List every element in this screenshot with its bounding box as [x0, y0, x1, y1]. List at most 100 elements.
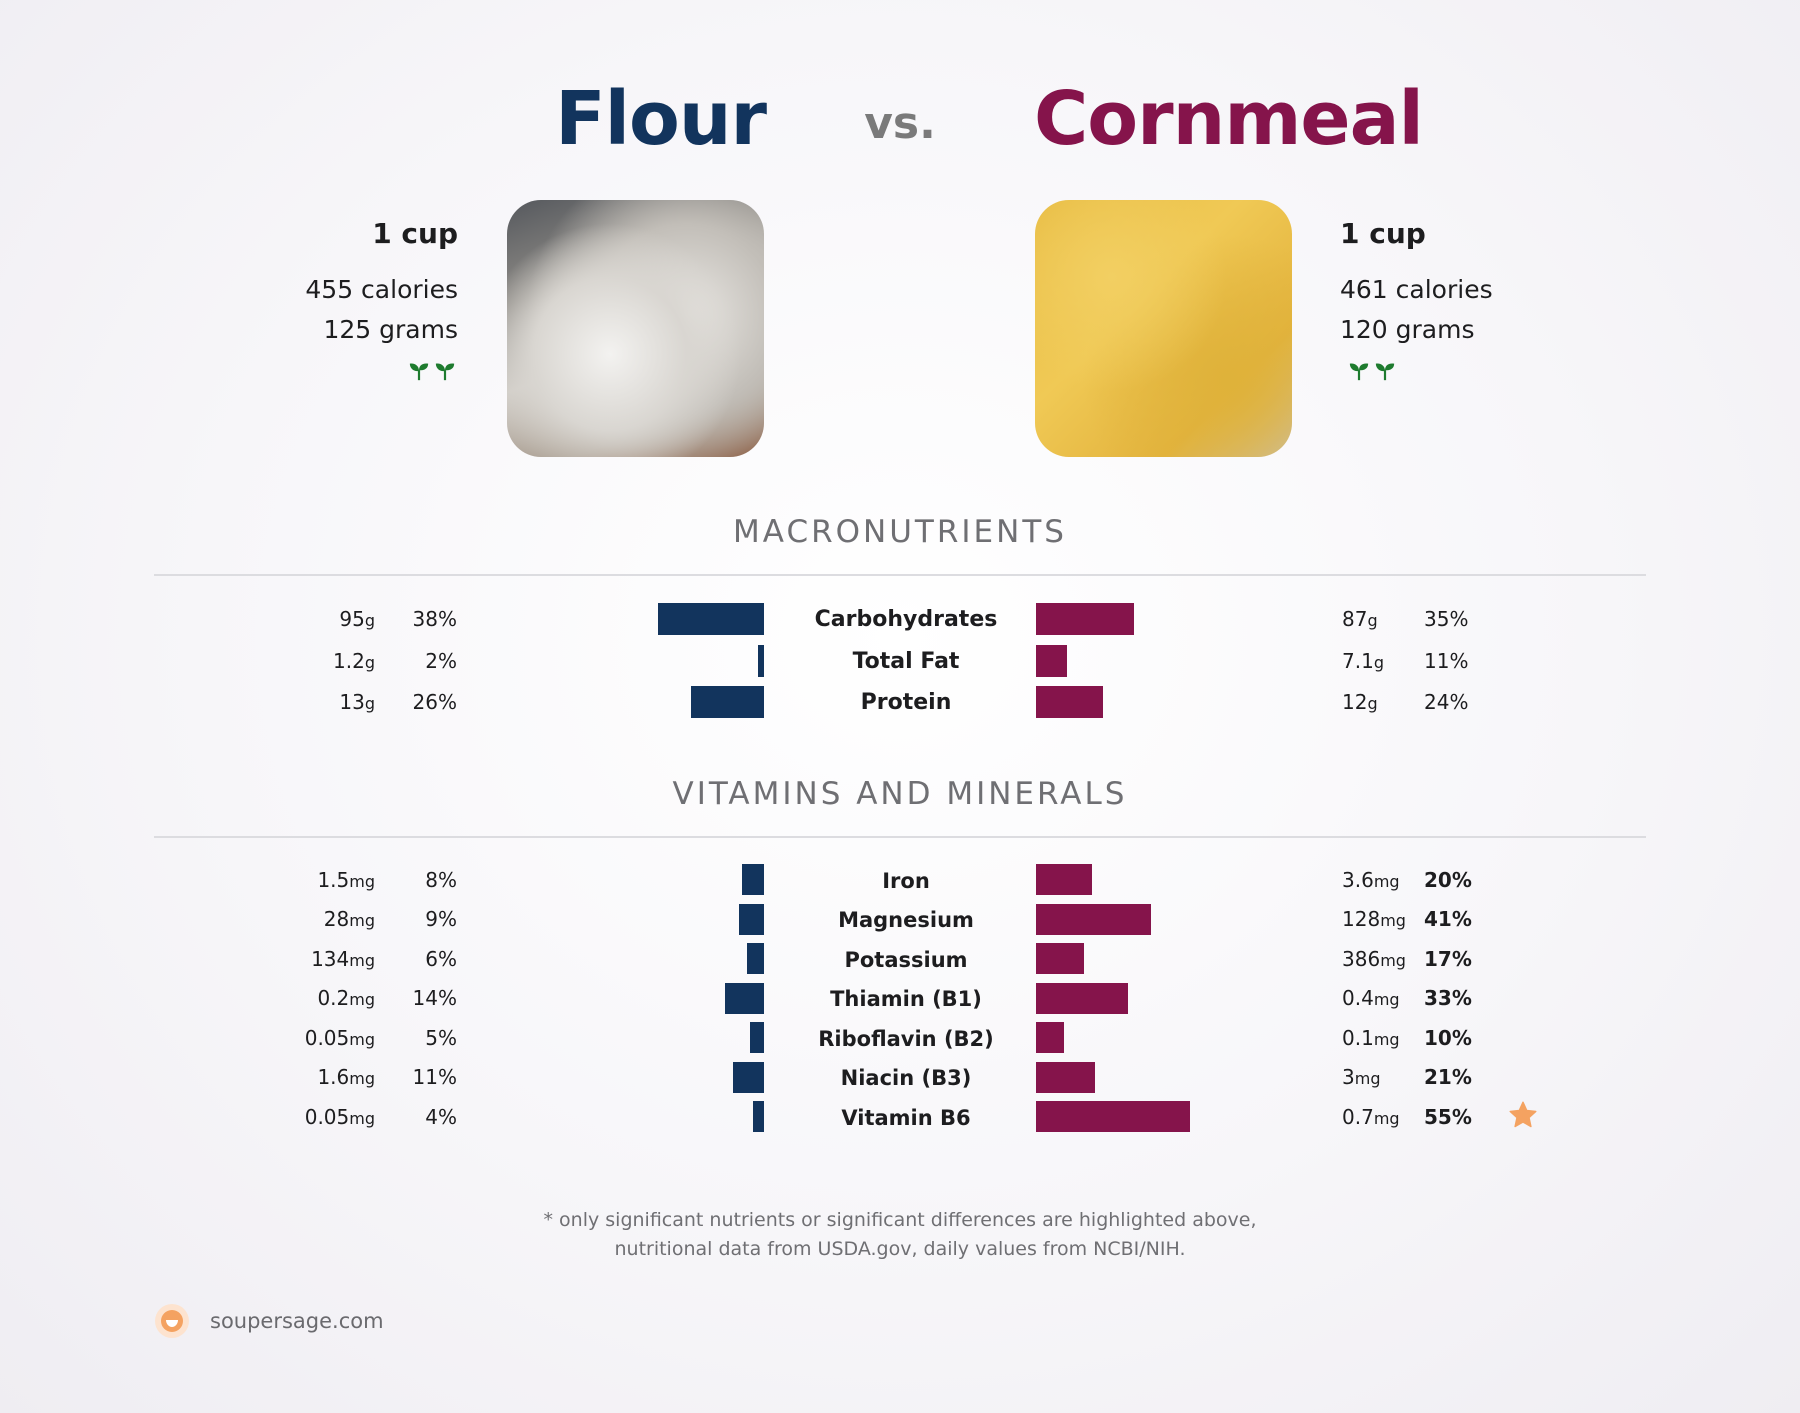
- cornmeal-amount-potassium-unit: mg: [1380, 950, 1406, 970]
- bar-cornmeal-vitamin-b6: [1036, 1101, 1190, 1132]
- nutrient-label-carbohydrates: Carbohydrates: [814, 607, 998, 632]
- cornmeal-amount-protein-unit: g: [1367, 694, 1378, 713]
- right-calories: 461 calories: [1340, 275, 1493, 304]
- cornmeal-amount-vitamin-b6-value: 0.7: [1342, 1104, 1374, 1129]
- cornmeal-dv-total-fat: 11%: [1424, 648, 1469, 673]
- flour-amount-carbohydrates: 95g: [235, 605, 375, 635]
- flour-amount-total-fat-unit: g: [364, 652, 375, 672]
- right-grams: 120 grams: [1340, 315, 1475, 344]
- bar-flour-riboflavin-b2: [750, 1022, 764, 1053]
- cornmeal-amount-riboflavin-b2: 0.1mg: [1342, 1024, 1400, 1054]
- right-vegan-badge: [1346, 360, 1398, 384]
- cornmeal-amount-carbohydrates-unit: g: [1367, 611, 1378, 630]
- cornmeal-amount-carbohydrates-value: 87: [1342, 607, 1368, 631]
- flour-amount-iron: 1.5mg: [235, 866, 375, 896]
- flour-dv-magnesium: 9%: [425, 907, 457, 931]
- bar-cornmeal-potassium: [1036, 943, 1084, 974]
- cornmeal-dv-thiamin-b1: 33%: [1424, 986, 1472, 1010]
- cornmeal-amount-riboflavin-b2-value: 0.1: [1342, 1025, 1374, 1050]
- nutrient-label-thiamin-b1: Thiamin (B1): [830, 987, 982, 1011]
- footnote-line-2: nutritional data from USDA.gov, daily va…: [614, 1238, 1186, 1260]
- flour-amount-iron-unit: mg: [349, 871, 375, 891]
- cornmeal-amount-vitamin-b6-unit: mg: [1373, 1108, 1400, 1128]
- cornmeal-amount-thiamin-b1-value: 0.4: [1342, 986, 1374, 1010]
- flour-amount-iron-value: 1.5: [317, 867, 350, 892]
- flour-dv-carbohydrates: 38%: [412, 607, 457, 631]
- flour-amount-carbohydrates-value: 95: [339, 607, 365, 631]
- sprout-icon: [1349, 363, 1369, 381]
- footnote-line-1: * only significant nutrients or signific…: [543, 1209, 1257, 1231]
- cornmeal-amount-magnesium-unit: mg: [1380, 911, 1406, 930]
- cornmeal-amount-niacin-b3: 3mg: [1342, 1063, 1380, 1093]
- bar-flour-niacin-b3: [733, 1061, 764, 1093]
- cornmeal-amount-protein-value: 12: [1342, 690, 1368, 714]
- nutrient-label-niacin-b3: Niacin (B3): [840, 1066, 972, 1090]
- cornmeal-amount-iron-value: 3.6: [1342, 867, 1374, 892]
- cornmeal-dv-iron: 20%: [1424, 867, 1472, 892]
- cornmeal-dv-niacin-b3: 21%: [1424, 1065, 1472, 1089]
- cornmeal-dv-potassium: 17%: [1424, 946, 1472, 971]
- flour-amount-riboflavin-b2-value: 0.05: [304, 1025, 350, 1050]
- flour-amount-total-fat: 1.2g: [235, 647, 375, 677]
- nutrient-label-riboflavin-b2: Riboflavin (B2): [818, 1026, 994, 1051]
- right-food-title: Cornmeal: [1034, 76, 1424, 162]
- bar-cornmeal-magnesium: [1036, 903, 1151, 935]
- right-serving: 1 cup: [1340, 217, 1426, 250]
- flour-dv-iron: 8%: [425, 867, 457, 892]
- left-calories: 455 calories: [305, 275, 458, 304]
- sprout-icon: [435, 363, 455, 381]
- cornmeal-amount-potassium: 386mg: [1342, 945, 1406, 975]
- cornmeal-amount-total-fat-unit: g: [1373, 652, 1384, 672]
- bar-cornmeal-riboflavin-b2: [1036, 1022, 1064, 1053]
- cornmeal-dv-vitamin-b6: 55%: [1424, 1104, 1472, 1129]
- sprout-icon: [409, 363, 429, 381]
- flour-amount-magnesium: 28mg: [235, 905, 375, 935]
- bar-flour-thiamin-b1: [724, 982, 764, 1014]
- flour-amount-potassium-unit: mg: [349, 950, 375, 970]
- flour-dv-riboflavin-b2: 5%: [425, 1025, 457, 1050]
- flour-amount-niacin-b3: 1.6mg: [235, 1063, 375, 1093]
- macronutrients-divider: [154, 574, 1646, 576]
- flour-dv-vitamin-b6: 4%: [425, 1104, 457, 1129]
- bar-cornmeal-carbohydrates: [1036, 603, 1134, 635]
- nutrient-label-protein: Protein: [860, 690, 952, 715]
- cornmeal-dv-carbohydrates: 35%: [1424, 607, 1469, 631]
- flour-photo: [507, 200, 764, 457]
- flour-amount-vitamin-b6: 0.05mg: [235, 1103, 375, 1133]
- cornmeal-amount-thiamin-b1-unit: mg: [1373, 990, 1400, 1009]
- cornmeal-amount-total-fat-value: 7.1: [1342, 648, 1374, 673]
- bar-flour-iron: [741, 864, 764, 895]
- vitamins-divider: [154, 836, 1646, 838]
- flour-amount-thiamin-b1: 0.2mg: [235, 984, 375, 1014]
- flour-amount-thiamin-b1-unit: mg: [349, 990, 375, 1009]
- flour-dv-thiamin-b1: 14%: [412, 986, 457, 1010]
- nutrient-label-magnesium: Magnesium: [838, 908, 974, 932]
- soupersage-logo-icon: [155, 1304, 189, 1338]
- cornmeal-amount-protein: 12g: [1342, 688, 1378, 718]
- nutrient-label-total-fat: Total Fat: [852, 648, 960, 674]
- cornmeal-dv-protein: 24%: [1424, 690, 1469, 714]
- bar-cornmeal-thiamin-b1: [1036, 982, 1129, 1014]
- nutrient-label-iron: Iron: [882, 868, 930, 893]
- bar-flour-potassium: [747, 943, 764, 974]
- flour-amount-protein-value: 13: [339, 690, 365, 714]
- bar-flour-carbohydrates: [657, 603, 764, 635]
- flour-amount-magnesium-unit: mg: [349, 911, 375, 930]
- brand-link[interactable]: soupersage.com: [210, 1309, 384, 1333]
- flour-amount-protein: 13g: [235, 688, 375, 718]
- flour-amount-total-fat-value: 1.2: [333, 648, 365, 673]
- bar-cornmeal-total-fat: [1036, 644, 1067, 677]
- nutrient-label-vitamin-b6: Vitamin B6: [841, 1105, 971, 1130]
- flour-amount-riboflavin-b2-unit: mg: [349, 1029, 375, 1049]
- bar-flour-protein: [691, 686, 764, 718]
- flour-dv-total-fat: 2%: [425, 648, 457, 673]
- flour-amount-magnesium-value: 28: [323, 907, 350, 931]
- bar-cornmeal-iron: [1036, 864, 1092, 895]
- left-serving: 1 cup: [372, 217, 458, 250]
- flour-dv-niacin-b3: 11%: [412, 1065, 457, 1089]
- flour-amount-niacin-b3-unit: mg: [349, 1069, 375, 1088]
- bar-cornmeal-protein: [1036, 686, 1104, 718]
- flour-amount-riboflavin-b2: 0.05mg: [235, 1024, 375, 1054]
- cornmeal-amount-iron: 3.6mg: [1342, 866, 1400, 896]
